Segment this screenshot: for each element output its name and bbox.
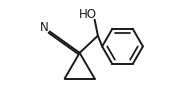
Text: HO: HO [79, 8, 97, 21]
Text: N: N [40, 21, 49, 34]
